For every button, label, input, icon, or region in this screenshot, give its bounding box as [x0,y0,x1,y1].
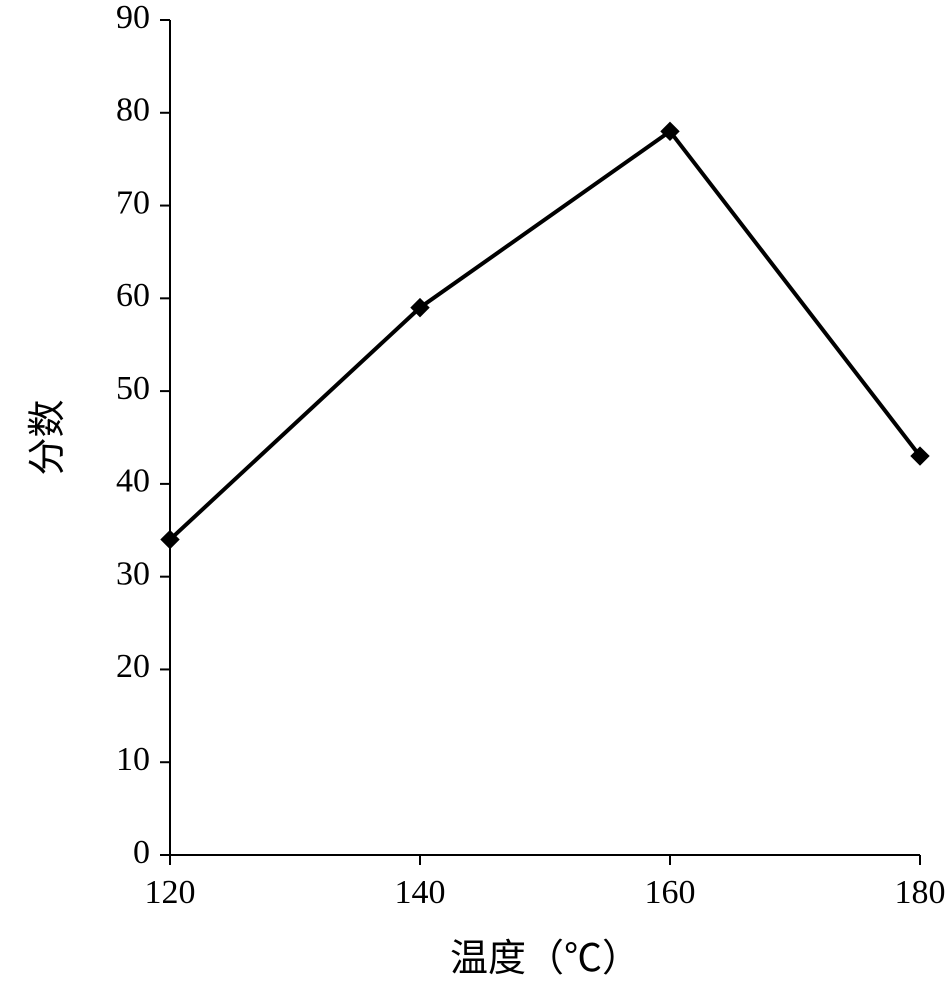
x-axis-title: 温度（℃） [450,938,640,980]
y-tick-label: 60 [116,277,150,314]
y-tick-label: 10 [116,741,150,778]
x-tick-label: 180 [895,874,946,911]
x-tick-label: 120 [145,874,196,911]
x-tick-label: 160 [645,874,696,911]
x-tick-label: 140 [395,874,446,911]
y-axis-title: 分数 [27,399,69,475]
y-tick-label: 20 [116,648,150,685]
y-tick-label: 70 [116,184,150,221]
chart-container: 0 10 20 30 40 50 60 70 80 90 120 140 160 180 分数温度（℃） [0,0,946,1000]
y-tick-label: 30 [116,555,150,592]
y-tick-label: 40 [116,463,150,500]
line-chart: 0 10 20 30 40 50 60 70 80 90 120 140 160 180 分数温度（℃） [0,0,946,1000]
y-tick-label: 0 [133,834,150,871]
y-tick-label: 50 [116,370,150,407]
y-tick-label: 90 [116,0,150,36]
y-tick-label: 80 [116,92,150,129]
